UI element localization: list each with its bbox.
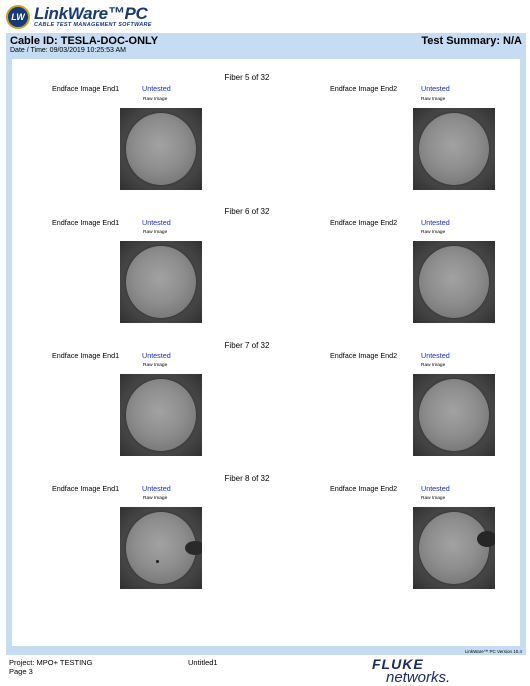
linkware-logo: LW LinkWare™PC CABLE TEST MANAGEMENT SOF… [6,4,152,30]
endface-image-end1 [120,507,202,589]
end2-label: Endface Image End2 [330,84,398,93]
endface-image-end1 [120,374,202,456]
fluke-logo-line1: FLUKE [372,656,424,672]
endface-image-end2 [413,241,495,323]
end2-label: Endface Image End2 [330,218,398,227]
end1-label: Endface Image End1 [52,218,120,227]
brand-text: LinkWare™PC CABLE TEST MANAGEMENT SOFTWA… [34,5,152,29]
test-summary: Test Summary: N/A [421,35,522,47]
end1-raw-label: Raw Image [143,97,168,102]
defect-spot [185,541,202,555]
fiber-title: Fiber 5 of 32 [224,73,270,82]
endface-image-end2 [413,374,495,456]
end1-label: Endface Image End1 [52,351,120,360]
end1-status: Untested [142,84,171,93]
footer-file: Untitled1 [188,658,218,667]
end2-raw-label: Raw Image [421,363,446,368]
end2-raw-label: Raw Image [421,97,446,102]
endface-image-end1 [120,241,202,323]
end1-status: Untested [142,484,171,493]
end2-raw-label: Raw Image [421,230,446,235]
fluke-networks-logo: FLUKE networks. [372,657,502,685]
date-time: Date / Time: 09/03/2019 10:25:53 AM [10,47,126,54]
end2-label: Endface Image End2 [330,484,398,493]
fluke-logo-line2: networks. [386,669,451,686]
end1-status: Untested [142,351,171,360]
end2-status: Untested [421,351,450,360]
endface-image-end1 [120,108,202,190]
end1-raw-label: Raw Image [143,496,168,501]
footer-project: Project: MPO+ TESTING [9,658,93,667]
end1-label: Endface Image End1 [52,84,120,93]
software-version: LinkWare™ PC Version 10.4 [464,649,522,654]
end2-status: Untested [421,484,450,493]
endface-image-end2 [413,507,495,589]
fiber-title: Fiber 8 of 32 [224,474,270,483]
end2-status: Untested [421,218,450,227]
end1-label: Endface Image End1 [52,484,120,493]
defect-spot [156,560,159,563]
end2-raw-label: Raw Image [421,496,446,501]
end2-label: Endface Image End2 [330,351,398,360]
report-header: Cable ID: TESLA-DOC-ONLY Date / Time: 09… [6,33,526,59]
defect-spot [477,531,495,547]
end1-status: Untested [142,218,171,227]
endface-image-end2 [413,108,495,190]
end1-raw-label: Raw Image [143,230,168,235]
end1-raw-label: Raw Image [143,363,168,368]
cable-id: Cable ID: TESLA-DOC-ONLY [10,35,159,47]
brand-tagline: CABLE TEST MANAGEMENT SOFTWARE [34,22,152,29]
report-frame: Cable ID: TESLA-DOC-ONLY Date / Time: 09… [6,33,526,655]
brand-name: LinkWare™PC [34,4,148,24]
fiber-title: Fiber 7 of 32 [224,341,270,350]
lw-badge-icon: LW [6,5,30,29]
footer-page: Page 3 [9,667,33,676]
report-content: Fiber 5 of 32 Endface Image End1 Unteste… [12,59,520,646]
fiber-title: Fiber 6 of 32 [224,207,270,216]
end2-status: Untested [421,84,450,93]
